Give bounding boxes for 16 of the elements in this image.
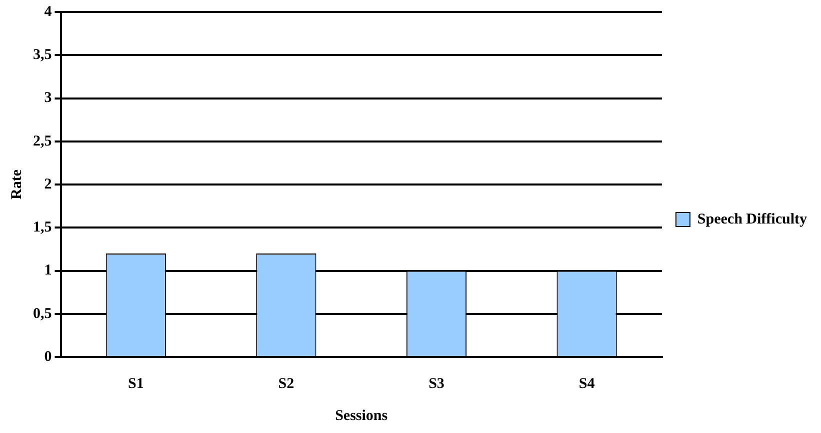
y-tick-label: 3,5 bbox=[33, 47, 52, 63]
y-tick-label: 2,5 bbox=[33, 133, 52, 150]
y-tick-label: 0,5 bbox=[33, 306, 52, 322]
x-axis-title: Sessions bbox=[335, 408, 388, 424]
x-tick-label: S3 bbox=[428, 376, 444, 392]
y-tick-label: 4 bbox=[44, 4, 52, 20]
y-axis-title: Rate bbox=[8, 169, 25, 200]
y-tick-label: 1,5 bbox=[33, 220, 52, 236]
y-tick-label: 2 bbox=[44, 176, 52, 192]
y-tick-label: 1 bbox=[44, 262, 52, 279]
x-tick-label: S2 bbox=[278, 376, 294, 392]
legend-label: Speech Difficulty bbox=[697, 211, 808, 228]
y-tick-label: 0 bbox=[44, 348, 52, 365]
y-tick-label: 3 bbox=[44, 90, 52, 106]
x-tick-label: S1 bbox=[128, 376, 144, 392]
x-tick-label: S4 bbox=[578, 376, 596, 392]
